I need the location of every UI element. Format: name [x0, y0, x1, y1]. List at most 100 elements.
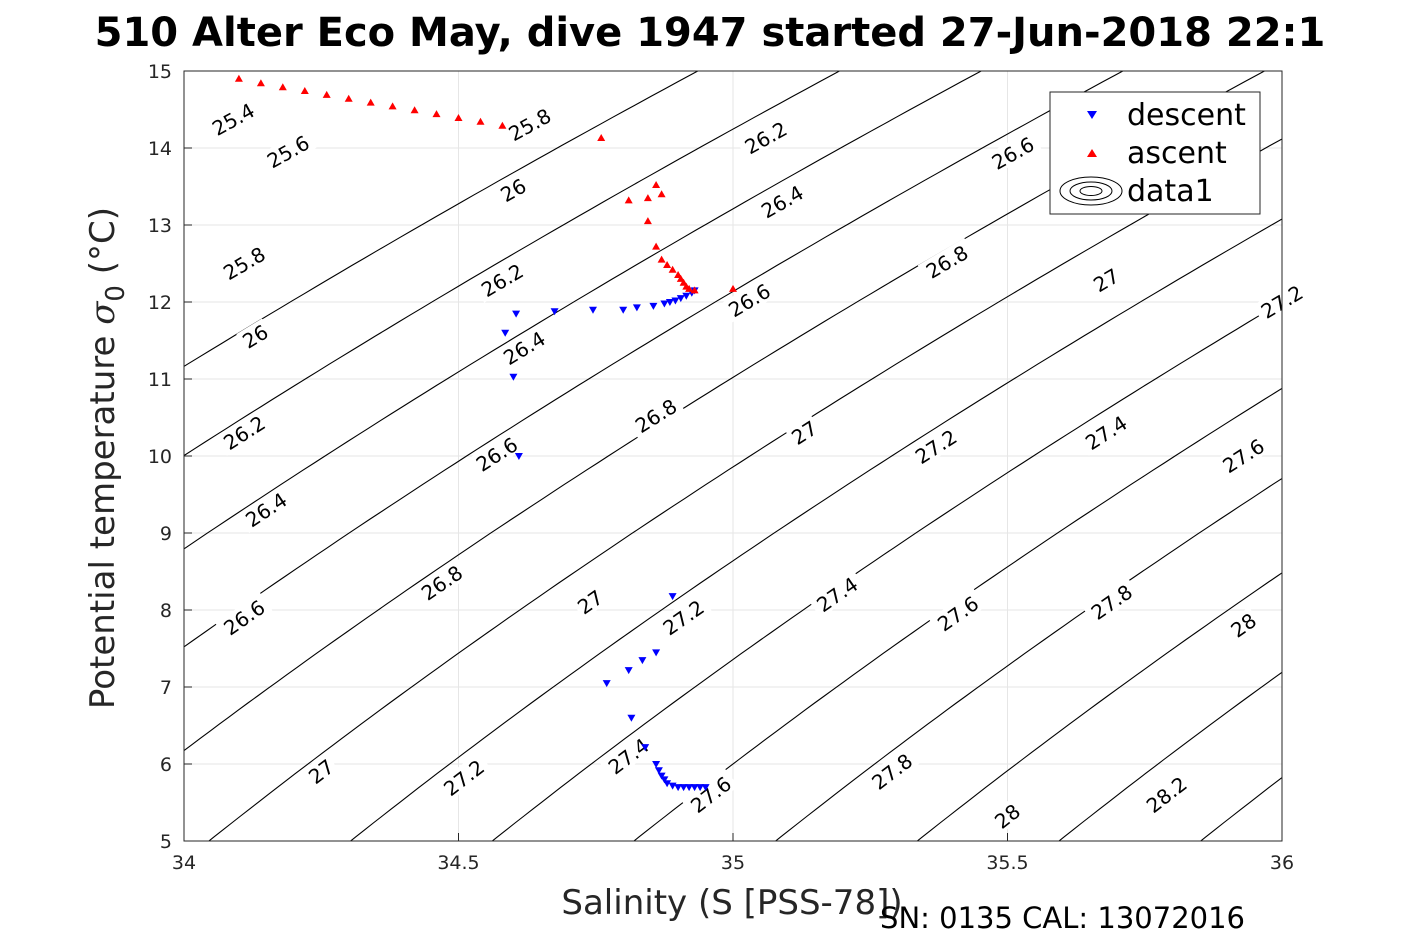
descent-point — [679, 784, 688, 792]
descent-point — [682, 292, 691, 300]
ascent-point — [643, 217, 652, 225]
legend: descent ascent data1 — [1049, 91, 1261, 215]
y-tick-label: 6 — [160, 754, 172, 776]
chart-title: 510 Alter Eco May, dive 1947 started 27-… — [95, 10, 1326, 56]
legend-ascent-label: ascent — [1127, 136, 1227, 171]
ascent-point — [657, 255, 666, 263]
ascent-point — [344, 94, 353, 102]
axis-ticks: 34 34.5 35 35.5 36 5 6 7 8 9 10 11 12 13 14 15 — [148, 61, 1294, 874]
descent-point — [690, 784, 699, 792]
ascent-point — [676, 274, 685, 282]
contour-line-26 — [184, 71, 1124, 648]
descent-point — [652, 649, 661, 657]
y-tick-label: 9 — [160, 523, 172, 545]
legend-descent-marker — [1087, 111, 1097, 119]
contour-label-bg — [599, 730, 657, 781]
contour-label-bg — [626, 391, 685, 439]
contour-line-25.8 — [184, 71, 983, 550]
contour-label-bg — [682, 768, 739, 820]
contour-label-bg — [203, 95, 262, 142]
contour-label-bg — [495, 323, 553, 371]
descent-point — [652, 761, 661, 768]
contour-line-25.6 — [184, 71, 841, 457]
contour-label-bg — [571, 583, 609, 620]
y-tick-label: 15 — [148, 61, 172, 83]
contour-label-bg — [1252, 277, 1311, 325]
ascent-point — [498, 121, 507, 129]
contour-label-bg — [917, 237, 976, 285]
ascent-point — [300, 87, 309, 94]
contour-label-bg — [237, 484, 295, 534]
contour-label-bg — [435, 751, 492, 803]
serial-calibration-footer: SN: 0135 CAL: 13072016 — [880, 901, 1245, 935]
contour-label-bg — [215, 408, 273, 456]
data-points — [234, 74, 737, 792]
y-tick-label: 5 — [160, 831, 172, 853]
contour-label-bg — [808, 569, 866, 619]
ascent-point — [685, 284, 694, 292]
contour-label-bg — [1224, 606, 1262, 643]
ascent-point — [432, 110, 441, 118]
contour-label-bg — [1082, 577, 1140, 626]
contour-label-bg — [412, 557, 470, 607]
y-axis-label-symbol: σ — [83, 301, 123, 325]
contour-label-bg — [467, 429, 526, 478]
descent-point — [668, 593, 677, 601]
contour-label-bg — [753, 178, 811, 224]
ascent-point — [366, 98, 375, 106]
contour-label-bg — [1137, 768, 1195, 820]
y-tick-label: 13 — [148, 215, 172, 237]
descent-point — [701, 784, 710, 792]
contour-line-27.6 — [1058, 671, 1282, 841]
x-tick-label: 36 — [1270, 852, 1294, 874]
descent-point — [641, 744, 650, 752]
descent-point — [638, 657, 647, 665]
y-tick-label: 7 — [160, 677, 172, 699]
contour-label-bg — [258, 128, 317, 174]
ascent-point — [322, 90, 331, 98]
descent-point — [550, 308, 559, 316]
ascent-point — [729, 284, 737, 292]
descent-point — [685, 784, 694, 792]
contour-label-bg — [473, 256, 531, 303]
ascent-point — [663, 261, 672, 268]
ascent-point — [652, 181, 661, 188]
descent-point — [632, 304, 641, 312]
contour-line-26.8 — [491, 301, 1282, 841]
descent-point — [627, 714, 636, 722]
x-tick-label: 35.5 — [986, 852, 1028, 874]
contour-label-bg — [654, 592, 712, 642]
descent-point — [654, 767, 663, 775]
ascent-point — [256, 79, 265, 87]
y-tick-label: 10 — [148, 446, 172, 468]
descent-point — [602, 680, 611, 688]
contour-line-27.4 — [916, 572, 1282, 841]
descent-point — [671, 297, 680, 305]
legend-ascent-marker — [1087, 149, 1097, 157]
contour-label-bg — [494, 172, 532, 207]
descent-point — [509, 373, 518, 381]
y-tick-label: 11 — [148, 369, 172, 391]
descent-point — [696, 784, 705, 792]
x-axis-label: Salinity (S [PSS-78]) — [561, 883, 902, 923]
x-tick-label: 34.5 — [437, 852, 479, 874]
descent-point — [619, 306, 628, 314]
contour-label-bg — [1077, 408, 1135, 456]
contour-label-bg — [500, 101, 559, 147]
ascent-point — [624, 196, 633, 204]
ascent-point — [278, 83, 287, 91]
legend-contour-icon — [1059, 176, 1123, 206]
descent-point — [589, 306, 597, 314]
ascent-point — [657, 190, 666, 198]
contour-line-27 — [633, 387, 1282, 841]
descent-point — [676, 295, 685, 303]
descent-point — [660, 776, 669, 784]
legend-descent-label: descent — [1127, 98, 1246, 133]
ascent-point — [410, 106, 419, 114]
x-tick-label: 35 — [721, 852, 745, 874]
ascent-point — [388, 102, 397, 110]
descent-point — [514, 453, 523, 460]
contour-label-bg — [720, 276, 778, 323]
contour-label-bg — [1087, 262, 1125, 297]
